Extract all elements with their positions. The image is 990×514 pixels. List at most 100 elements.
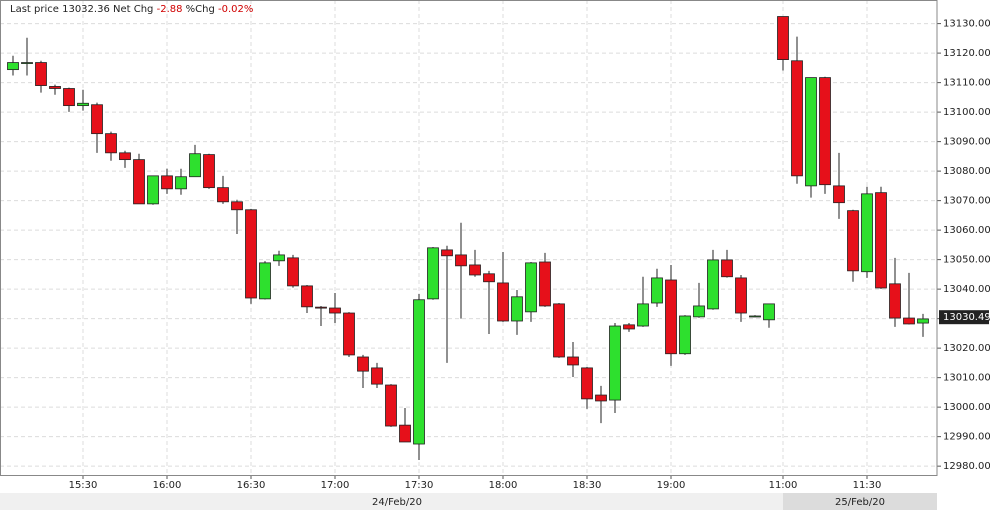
net-chg-label: Net Chg (113, 4, 154, 15)
candle-body (595, 394, 607, 402)
last-price-tag-label: 13030.49 (943, 312, 990, 323)
candle-body (833, 185, 845, 204)
candle-body (357, 356, 369, 372)
candle-body (427, 247, 439, 300)
candle-body (245, 209, 257, 299)
candle-body (539, 261, 551, 307)
candle-body (763, 303, 775, 321)
y-tick-label: 13070.00 (943, 196, 990, 207)
date-label: 24/Feb/20 (372, 497, 422, 508)
candle-body (805, 77, 817, 187)
plot-frame (0, 0, 938, 476)
candle-body (35, 62, 47, 86)
candle-body (623, 324, 635, 330)
candle-body (721, 259, 733, 278)
x-tick-label: 11:30 (853, 480, 882, 491)
candle-body (273, 254, 285, 262)
candle-body (889, 283, 901, 319)
y-tick-label: 13000.00 (943, 402, 990, 413)
y-tick-label: 13130.00 (943, 19, 990, 30)
y-tick-label: 13120.00 (943, 48, 990, 59)
candle-body (847, 210, 859, 272)
date-strip-current (783, 493, 937, 510)
candle-body (315, 306, 327, 309)
y-tick-label: 13090.00 (943, 137, 990, 148)
candle-body (567, 356, 579, 366)
x-tick-label: 17:00 (321, 480, 350, 491)
candle-body (231, 201, 243, 211)
candle-body (343, 312, 355, 356)
candle-body (469, 264, 481, 276)
candle-body (63, 88, 75, 107)
candle-body (861, 193, 873, 273)
y-tick-label: 13020.00 (943, 343, 990, 354)
candle-body (637, 303, 649, 327)
last-price: 13032.36 (62, 4, 110, 15)
candle-body (217, 187, 229, 203)
date-label: 25/Feb/20 (835, 497, 885, 508)
candle-body (329, 307, 341, 314)
candle-body (525, 262, 537, 313)
x-tick-label: 15:30 (69, 480, 98, 491)
candle-body (175, 176, 187, 190)
candle-body (511, 296, 523, 322)
candle-body (455, 254, 467, 267)
x-tick-label: 19:00 (657, 480, 686, 491)
candle-body (105, 133, 117, 154)
candle-body (161, 175, 173, 190)
y-tick-label: 13080.00 (943, 166, 990, 177)
candle-body (875, 192, 887, 289)
candle-body (371, 367, 383, 385)
y-tick-label: 13100.00 (943, 107, 990, 118)
candle-body (147, 175, 159, 205)
y-tick-label: 13010.00 (943, 373, 990, 384)
x-tick-label: 17:30 (405, 480, 434, 491)
pct-chg: -0.02% (218, 4, 254, 15)
candle-body (413, 299, 425, 445)
candle-body (735, 277, 747, 314)
candle-body (903, 317, 915, 325)
candle-body (189, 153, 201, 178)
candle-body (791, 60, 803, 177)
x-tick-label: 16:30 (237, 480, 266, 491)
candle-body (91, 104, 103, 135)
x-tick-label: 18:00 (489, 480, 518, 491)
candle-body (777, 16, 789, 60)
y-tick-label: 13060.00 (943, 225, 990, 236)
candle-body (441, 249, 453, 257)
candle-body (119, 152, 131, 161)
candle-body (259, 262, 271, 300)
y-tick-label: 12980.00 (943, 461, 990, 472)
candle-body (301, 285, 313, 308)
candle-body (287, 257, 299, 287)
candle-body (581, 367, 593, 400)
candle-body (819, 77, 831, 186)
candle-body (679, 315, 691, 355)
candle-body (385, 384, 397, 427)
candle-body (553, 303, 565, 358)
candle-body (49, 86, 61, 89)
pct-chg-label: %Chg (185, 4, 215, 15)
net-chg: -2.88 (156, 4, 183, 15)
y-tick-label: 13040.00 (943, 284, 990, 295)
price-header: Last price 13032.36 Net Chg -2.88 %Chg -… (10, 4, 253, 15)
candle-body (749, 315, 761, 318)
candle-body (133, 159, 145, 205)
candle-body (21, 62, 33, 64)
x-tick-label: 11:00 (769, 480, 798, 491)
candle-body (77, 102, 89, 107)
candle-body (707, 259, 719, 310)
date-strip (0, 493, 937, 510)
candle-body (651, 277, 663, 304)
y-tick-label: 12990.00 (943, 432, 990, 443)
x-tick-label: 16:00 (153, 480, 182, 491)
candle-body (665, 279, 677, 355)
y-tick-label: 13050.00 (943, 255, 990, 266)
last-price-tag (939, 310, 989, 325)
last-price-label: Last price (10, 4, 59, 15)
candle-body (7, 62, 19, 71)
candle-body (917, 318, 929, 324)
candle-body (483, 273, 495, 283)
